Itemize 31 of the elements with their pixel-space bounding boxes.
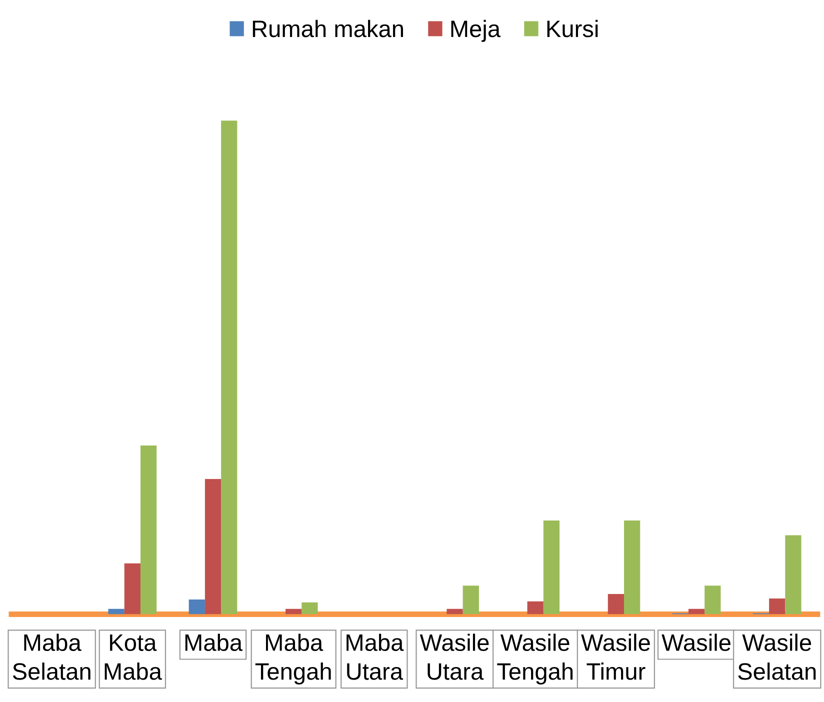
- bar: [688, 608, 705, 614]
- x-tick-label: Wasile Selatan: [738, 634, 816, 680]
- bar: [624, 520, 640, 614]
- bar: [286, 608, 302, 614]
- x-tick-label: Maba Tengah: [255, 634, 331, 685]
- bar: [462, 586, 479, 614]
- legend-label: Kursi: [547, 20, 598, 38]
- bar: [527, 601, 544, 614]
- bar: [204, 479, 222, 614]
- x-tick-label: Wasile Utara: [420, 634, 489, 680]
- x-tick-label: Maba: [185, 634, 243, 652]
- x-tick-label: Maba Utara: [346, 634, 404, 680]
- bar: [608, 594, 624, 614]
- bar: [543, 520, 560, 614]
- x-tick-label: Wasile: [662, 634, 730, 652]
- x-tick-label: Wasile Timur: [581, 634, 650, 680]
- x-tick-label: Wasile Tengah: [497, 634, 573, 685]
- bar: [769, 598, 786, 614]
- x-tick-label: Maba Selatan: [12, 634, 90, 680]
- bar: [221, 120, 238, 614]
- bar: [124, 563, 140, 614]
- bar: [785, 535, 802, 614]
- bar: [140, 445, 157, 614]
- bar: [108, 608, 124, 614]
- bar: [446, 608, 463, 614]
- legend-label: Rumah makan: [252, 20, 403, 38]
- bar: [302, 602, 318, 614]
- legend-label: Meja: [451, 20, 501, 42]
- bar: [188, 599, 205, 614]
- bar: [704, 586, 721, 614]
- x-tick-label: Kota Maba: [104, 634, 162, 680]
